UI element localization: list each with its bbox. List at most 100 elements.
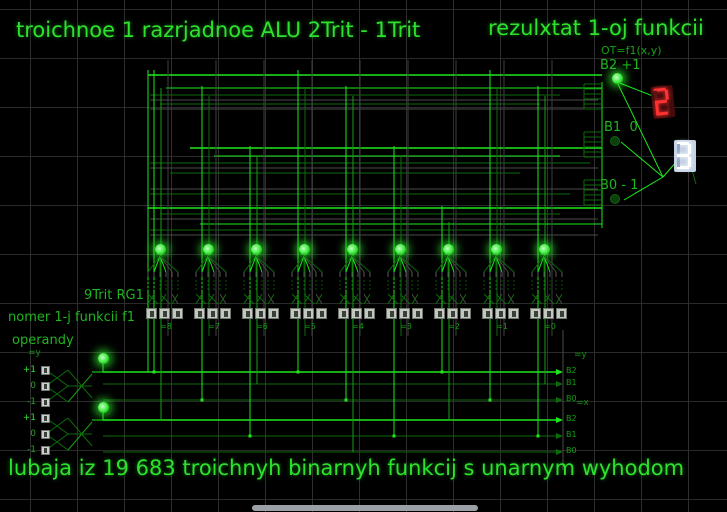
function-trit-module: =5: [288, 242, 332, 336]
function-trit-module: =2: [432, 242, 476, 336]
module-switch-group: [146, 308, 183, 319]
module-led: [491, 244, 502, 255]
module-wiring: [531, 256, 563, 305]
function-number-label: nomer 1-j funkcii f1: [8, 310, 135, 325]
module-led: [203, 244, 214, 255]
module-wiring: [387, 256, 419, 305]
operand-row: 0: [20, 378, 50, 394]
trit-switch[interactable]: [242, 308, 253, 319]
trit-switch[interactable]: [447, 308, 458, 319]
trit-switch[interactable]: [530, 308, 541, 319]
bus-line-label: B0: [566, 446, 577, 455]
bus-line-label: B1: [566, 378, 577, 387]
module-switch-group: [290, 308, 327, 319]
operands-label: operandy: [12, 333, 74, 348]
function-trit-module: =0: [528, 242, 572, 336]
trit-switch[interactable]: [303, 308, 314, 319]
trit-switch[interactable]: [495, 308, 506, 319]
function-trit-module: =6: [240, 242, 284, 336]
trit-switch[interactable]: [399, 308, 410, 319]
operand-group-x: +1 0 -1: [20, 410, 50, 458]
module-switch-group: [194, 308, 231, 319]
module-index-label: =4: [352, 322, 364, 331]
operand-switch[interactable]: [41, 381, 50, 391]
operand-value-label: +1: [22, 365, 36, 375]
output-bit-b2-label: B2 +1: [600, 58, 641, 73]
module-index-label: =2: [448, 322, 460, 331]
bus-line-label: B0: [566, 394, 577, 403]
trit-switch[interactable]: [434, 308, 445, 319]
operand-value-label: -1: [27, 445, 36, 455]
output-bit-b0-label: B0 - 1: [600, 178, 639, 193]
trit-switch[interactable]: [386, 308, 397, 319]
bus-net-x-label: =x: [576, 398, 589, 408]
module-switch-group: [434, 308, 471, 319]
operand-row: -1: [20, 394, 50, 410]
trit-switch[interactable]: [194, 308, 205, 319]
operand-row: +1: [20, 362, 50, 378]
function-trit-module: =1: [480, 242, 524, 336]
module-led: [395, 244, 406, 255]
operand-value-label: 0: [30, 381, 36, 391]
module-wiring: [195, 256, 227, 305]
operand-switch[interactable]: [41, 413, 50, 423]
operand-switch[interactable]: [41, 365, 50, 375]
horizontal-scrollbar-thumb[interactable]: [252, 505, 478, 511]
output-formula-label: OT=f1(x,y): [601, 44, 662, 57]
module-switch-group: [386, 308, 423, 319]
title-bottom: lubaja iz 19 683 troichnyh binarnyh funk…: [8, 456, 685, 480]
bus-line-label: B2: [566, 366, 577, 375]
function-trit-module: =7: [192, 242, 236, 336]
bus-line-label: B1: [566, 430, 577, 439]
bus-line-label: B2: [566, 414, 577, 423]
output-led-b1: [610, 136, 620, 146]
operand-row: +1: [20, 410, 50, 426]
module-led: [155, 244, 166, 255]
trit-switch[interactable]: [146, 308, 157, 319]
operand-value-label: 0: [30, 429, 36, 439]
operand-row: 0: [20, 426, 50, 442]
trit-switch[interactable]: [316, 308, 327, 319]
module-index-label: =3: [400, 322, 412, 331]
trit-switch[interactable]: [255, 308, 266, 319]
red-seven-segment-display: [650, 84, 676, 120]
output-led-b0: [610, 194, 620, 204]
trit-switch[interactable]: [207, 308, 218, 319]
operand-switch[interactable]: [41, 445, 50, 455]
trit-switch[interactable]: [460, 308, 471, 319]
trit-switch[interactable]: [556, 308, 567, 319]
module-led: [539, 244, 550, 255]
trit-switch[interactable]: [159, 308, 170, 319]
module-index-label: =8: [160, 322, 172, 331]
module-switch-group: [338, 308, 375, 319]
function-trit-module: =4: [336, 242, 380, 336]
trit-switch[interactable]: [172, 308, 183, 319]
operand-switch[interactable]: [41, 429, 50, 439]
trit-switch[interactable]: [543, 308, 554, 319]
trit-switch[interactable]: [482, 308, 493, 319]
operand-y-led: [98, 353, 109, 364]
function-trit-module: =8: [144, 242, 188, 336]
module-wiring: [243, 256, 275, 305]
operand-x-led: [98, 402, 109, 413]
operand-switch[interactable]: [41, 397, 50, 407]
module-led: [443, 244, 454, 255]
module-wiring: [147, 256, 179, 305]
output-led-b2: [612, 73, 623, 84]
white-seven-segment-display: [674, 140, 696, 172]
trit-switch[interactable]: [268, 308, 279, 319]
trit-switch[interactable]: [351, 308, 362, 319]
operand-value-label: +1: [22, 413, 36, 423]
trit-switch[interactable]: [364, 308, 375, 319]
output-bit-b1-label: B1 0: [604, 120, 638, 135]
trit-switch[interactable]: [412, 308, 423, 319]
trit-switch[interactable]: [290, 308, 301, 319]
title-top-right: rezulxtat 1-oj funkcii: [488, 16, 704, 40]
trit-switch[interactable]: [508, 308, 519, 319]
module-led: [251, 244, 262, 255]
module-led: [299, 244, 310, 255]
trit-switch[interactable]: [338, 308, 349, 319]
trit-switch[interactable]: [220, 308, 231, 319]
title-top-left: troichnoe 1 razrjadnoe ALU 2Trit - 1Trit: [16, 18, 421, 42]
